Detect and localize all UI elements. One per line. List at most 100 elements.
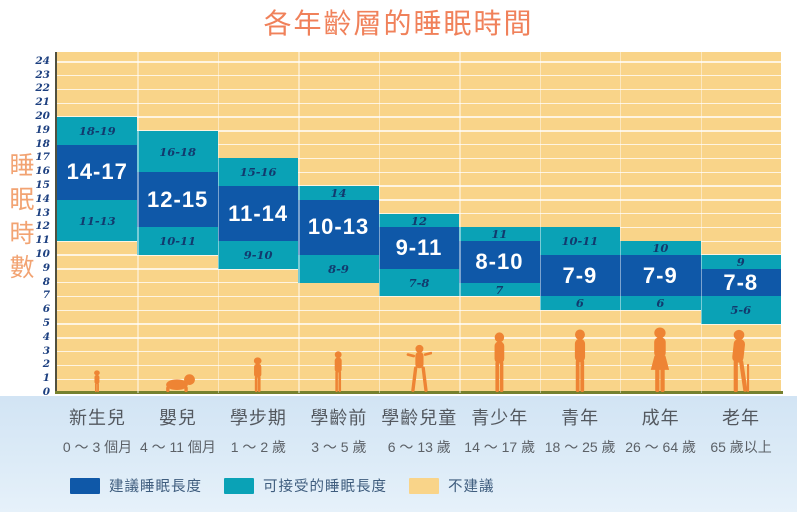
- y-tick-label: 9: [42, 261, 50, 274]
- column-separator: [137, 52, 139, 393]
- legend-label: 建議睡眠長度: [109, 479, 202, 495]
- hour-gridline: [57, 143, 781, 146]
- hour-gridline: [57, 199, 781, 201]
- acceptable-upper-band: 10-11: [539, 227, 621, 255]
- legend-item-not-recommended: 不建議: [409, 475, 495, 496]
- legend-swatch-acceptable: [224, 477, 254, 494]
- legend-swatch-recommended: [70, 477, 100, 494]
- acceptable-lower-band: 8-9: [298, 255, 379, 283]
- category-label: 學齡前 3 ～ 5 歲: [298, 404, 379, 457]
- acceptable-lower-band: 7-8: [378, 268, 460, 297]
- category-name: 嬰兒: [158, 408, 197, 428]
- recommended-band: 7-9: [620, 255, 701, 297]
- category-age-range: 3 ～ 5 歲: [311, 439, 367, 455]
- band-label: 8-9: [328, 261, 349, 276]
- band-label: 18-19: [78, 123, 116, 138]
- hour-gridline: [57, 337, 781, 339]
- band-label: 10-13: [307, 214, 370, 240]
- acceptable-lower-band: 6: [539, 296, 621, 311]
- category-age-range: 18 ～ 25 歲: [544, 439, 616, 455]
- category-name: 學齡前: [310, 408, 368, 428]
- acceptable-upper-band: 10: [620, 241, 701, 256]
- y-tick-label: 21: [35, 96, 50, 109]
- y-tick-label: 23: [35, 68, 50, 81]
- recommended-band: 11-14: [217, 186, 299, 242]
- category-name: 新生兒: [69, 408, 126, 428]
- legend-swatch-not-recommended: [409, 477, 439, 494]
- y-axis-title: 睡眠時數: [6, 152, 34, 288]
- y-tick-label: 2: [42, 358, 50, 371]
- y-tick-label: 19: [35, 123, 50, 136]
- hour-gridline: [57, 116, 781, 118]
- band-label: 6: [575, 296, 584, 311]
- teenager-icon: [488, 332, 511, 392]
- band-label: 7: [495, 282, 504, 297]
- band-label: 9-11: [395, 235, 443, 261]
- band-label: 10-11: [159, 234, 197, 249]
- column-separator: [217, 52, 220, 393]
- acceptable-lower-band: 10-11: [137, 227, 218, 255]
- legend-item-acceptable: 可接受的睡眠長度: [224, 475, 387, 496]
- y-tick-label: 7: [42, 289, 50, 302]
- band-label: 14: [330, 185, 347, 200]
- adult-woman-icon: [645, 327, 675, 392]
- bottom-panel: 新生兒 0 ～ 3 個月 嬰兒 4 ～ 11 個月 學步期 1 ～ 2 歲 學齡前 3 ～ 5…: [0, 396, 797, 512]
- y-tick-label: 8: [42, 275, 50, 288]
- band-label: 12-15: [147, 186, 209, 212]
- band-label: 7-8: [723, 269, 759, 295]
- y-axis-line: [55, 52, 57, 393]
- category-label: 成年 26 ～ 64 歲: [620, 404, 701, 457]
- legend-label: 可接受的睡眠長度: [263, 479, 387, 495]
- baby-icon: [92, 370, 102, 392]
- y-tick-label: 12: [35, 220, 50, 233]
- recommended-band: 12-15: [137, 172, 218, 228]
- y-tick-label: 11: [35, 234, 50, 247]
- y-tick-label: 5: [42, 317, 50, 329]
- crawling-infant-icon: [161, 374, 195, 392]
- y-tick-label: 15: [35, 179, 50, 191]
- category-age-range: 0 ～ 3 個月: [62, 439, 133, 455]
- band-label: 11: [491, 227, 508, 242]
- plot-area: 18-19 14-17 11-13 16-18 12-15 10-11 15-16 11-14…: [57, 52, 781, 393]
- category-age-range: 26 ～ 64 歲: [625, 439, 697, 455]
- column-separator: [620, 52, 622, 393]
- child-icon: [330, 351, 346, 392]
- category-age-range: 14 ～ 17 歲: [464, 439, 536, 455]
- category-label: 青年 18 ～ 25 歲: [540, 404, 621, 457]
- acceptable-lower-band: 9-10: [217, 241, 299, 269]
- band-label: 14-17: [66, 159, 128, 185]
- y-tick-label: 18: [35, 137, 50, 150]
- young-adult-icon: [568, 329, 592, 392]
- category-label: 學齡兒童 6 ～ 13 歲: [379, 404, 460, 457]
- acceptable-lower-band: 6: [620, 296, 701, 311]
- category-name: 老年: [722, 408, 761, 428]
- y-tick-label: 1: [42, 372, 50, 385]
- elderly-with-cane-icon: [725, 328, 757, 392]
- category-age-range: 65 歲以上: [710, 439, 772, 455]
- category-name: 青少年: [471, 408, 529, 428]
- acceptable-upper-band: 14: [298, 185, 379, 200]
- acceptable-upper-band: 18-19: [57, 117, 138, 145]
- recommended-band: 10-13: [298, 199, 379, 255]
- band-label: 6: [656, 296, 665, 311]
- y-tick-label: 0: [42, 386, 50, 398]
- recommended-band: 9-11: [378, 227, 460, 269]
- recommended-band: 7-8: [700, 268, 781, 297]
- acceptable-lower-band: 7: [459, 282, 540, 297]
- legend-item-recommended: 建議睡眠長度: [70, 475, 202, 496]
- acceptable-upper-band: 16-18: [137, 130, 218, 173]
- hour-gridline: [57, 295, 781, 298]
- hour-gridline: [57, 88, 781, 91]
- hour-gridline: [57, 323, 781, 325]
- category-name: 青年: [561, 408, 600, 428]
- toddler-icon: [250, 357, 265, 392]
- category-name: 學步期: [229, 408, 287, 428]
- band-label: 10: [652, 241, 669, 256]
- y-tick-label: 14: [35, 192, 50, 205]
- hour-gridline: [57, 74, 781, 77]
- category-name: 學齡兒童: [381, 408, 458, 428]
- band-label: 11-14: [228, 200, 289, 226]
- acceptable-upper-band: 15-16: [217, 158, 299, 186]
- category-label: 學步期 1 ～ 2 歲: [218, 404, 299, 457]
